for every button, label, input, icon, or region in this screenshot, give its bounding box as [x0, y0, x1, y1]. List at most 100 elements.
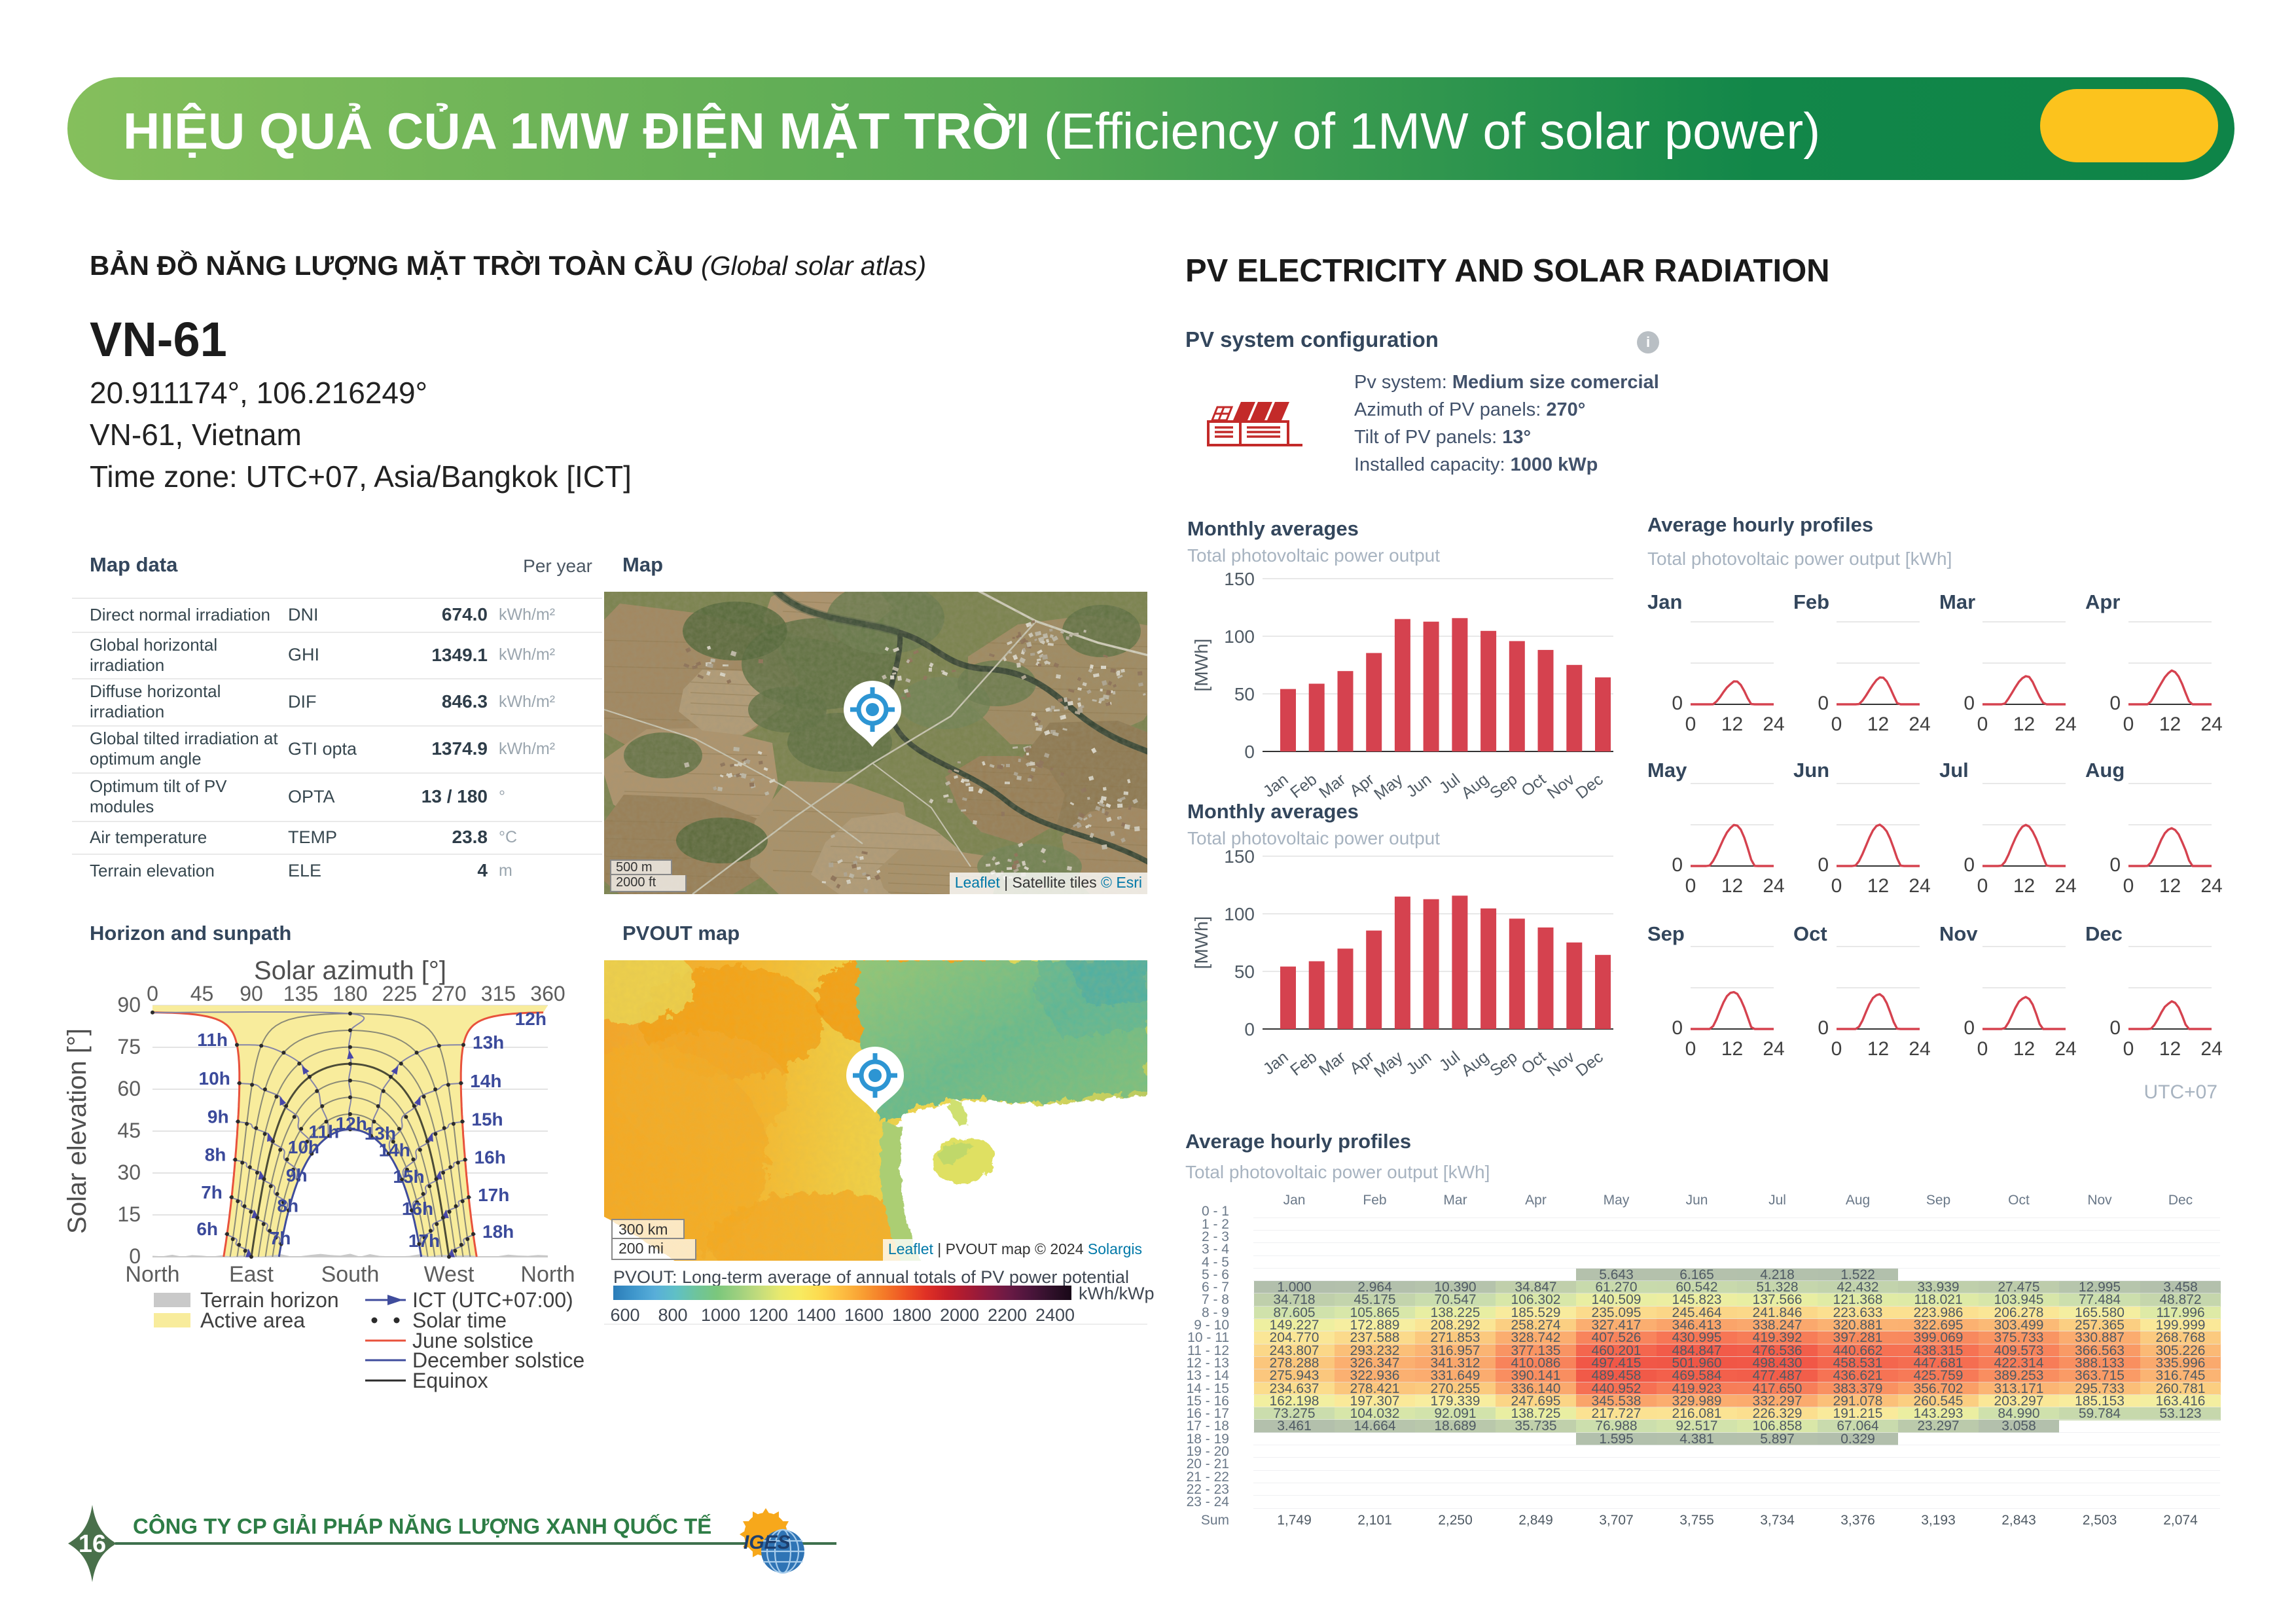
svg-text:0: 0 [1977, 1038, 1988, 1060]
svg-text:225: 225 [382, 982, 417, 1005]
svg-text:Jun: Jun [1403, 1048, 1435, 1079]
svg-text:90: 90 [240, 982, 263, 1005]
svg-text:24: 24 [2200, 713, 2222, 735]
svg-text:24: 24 [2054, 713, 2076, 735]
svg-text:0: 0 [1818, 854, 1829, 876]
svg-text:12: 12 [1721, 713, 1743, 735]
svg-text:0: 0 [1685, 713, 1696, 735]
svg-text:15h: 15h [393, 1166, 424, 1187]
svg-text:7h: 7h [201, 1182, 223, 1202]
svg-text:17h: 17h [408, 1231, 440, 1251]
svg-text:0: 0 [1818, 1017, 1829, 1039]
svg-text:14h: 14h [379, 1140, 410, 1160]
svg-text:0: 0 [1977, 713, 1988, 735]
svg-text:180: 180 [332, 982, 367, 1005]
svg-text:11h: 11h [308, 1122, 339, 1142]
svg-text:Solar azimuth [°]: Solar azimuth [°] [254, 956, 446, 985]
svg-text:12h: 12h [515, 1009, 547, 1029]
svg-text:0: 0 [1672, 1017, 1683, 1039]
svg-text:8h: 8h [205, 1145, 226, 1165]
svg-text:0: 0 [1831, 1038, 1842, 1060]
svg-text:IGES: IGES [744, 1532, 791, 1553]
svg-text:Jan: Jan [1260, 770, 1292, 801]
svg-text:Mar: Mar [1316, 770, 1349, 803]
svg-text:Equinox: Equinox [412, 1369, 488, 1392]
svg-text:0: 0 [1685, 1038, 1696, 1060]
svg-text:150: 150 [1224, 569, 1255, 589]
svg-text:100: 100 [1224, 904, 1255, 924]
svg-text:0: 0 [2109, 854, 2121, 876]
svg-text:Terrain horizon: Terrain horizon [200, 1288, 339, 1312]
svg-text:16: 16 [79, 1530, 106, 1558]
svg-text:Sep: Sep [1486, 1048, 1520, 1080]
svg-text:12: 12 [2013, 1038, 2035, 1060]
svg-text:10h: 10h [199, 1068, 230, 1089]
svg-text:0: 0 [1685, 875, 1696, 897]
svg-text:0: 0 [2109, 693, 2121, 714]
svg-text:0: 0 [1831, 875, 1842, 897]
svg-text:24: 24 [1909, 1038, 1930, 1060]
svg-text:8h: 8h [277, 1196, 298, 1216]
svg-text:12: 12 [1721, 875, 1743, 897]
svg-text:16h: 16h [402, 1199, 433, 1219]
svg-text:12: 12 [1867, 875, 1889, 897]
svg-text:13h: 13h [365, 1123, 396, 1144]
svg-text:30: 30 [117, 1161, 141, 1184]
svg-text:Active area: Active area [200, 1308, 305, 1332]
svg-text:0: 0 [2123, 875, 2134, 897]
svg-text:West: West [424, 1262, 475, 1287]
svg-text:50: 50 [1234, 684, 1255, 704]
svg-text:Nov: Nov [1544, 770, 1579, 803]
svg-text:24: 24 [2054, 1038, 2076, 1060]
svg-text:24: 24 [1763, 875, 1784, 897]
svg-text:100: 100 [1224, 626, 1255, 647]
svg-text:11h: 11h [197, 1030, 228, 1050]
svg-text:Nov: Nov [1544, 1047, 1579, 1080]
svg-text:60: 60 [117, 1077, 141, 1100]
svg-text:7h: 7h [270, 1228, 291, 1248]
svg-text:[MWh]: [MWh] [1191, 916, 1211, 969]
svg-text:0: 0 [129, 1244, 141, 1268]
svg-text:Jan: Jan [1260, 1048, 1292, 1079]
svg-text:24: 24 [1909, 713, 1930, 735]
svg-text:Aug: Aug [1458, 1048, 1492, 1080]
svg-text:May: May [1371, 1047, 1407, 1081]
svg-text:24: 24 [2200, 875, 2222, 897]
svg-text:0: 0 [2109, 1017, 2121, 1039]
svg-text:45: 45 [117, 1119, 141, 1142]
svg-text:12: 12 [1867, 713, 1889, 735]
svg-text:16h: 16h [475, 1147, 506, 1168]
svg-text:9h: 9h [286, 1165, 308, 1185]
svg-text:50: 50 [1234, 962, 1255, 982]
svg-text:12: 12 [1867, 1038, 1889, 1060]
svg-text:12h: 12h [336, 1113, 367, 1134]
svg-text:17h: 17h [478, 1185, 509, 1205]
svg-text:0: 0 [1672, 693, 1683, 714]
svg-text:Oct: Oct [1518, 1048, 1549, 1078]
svg-text:December solstice: December solstice [412, 1348, 584, 1372]
svg-text:9h: 9h [207, 1106, 229, 1127]
svg-text:135: 135 [283, 982, 318, 1005]
svg-text:15h: 15h [471, 1109, 503, 1129]
svg-text:6h: 6h [196, 1219, 218, 1239]
svg-text:Sep: Sep [1486, 770, 1520, 803]
svg-text:Solar elevation [°]: Solar elevation [°] [63, 1028, 92, 1234]
svg-text:15: 15 [117, 1202, 141, 1226]
svg-text:0: 0 [1964, 854, 1975, 876]
svg-text:Apr: Apr [1346, 770, 1378, 801]
svg-text:360: 360 [530, 982, 565, 1005]
svg-text:Aug: Aug [1458, 770, 1492, 803]
svg-text:Jun: Jun [1403, 770, 1435, 801]
svg-text:Dec: Dec [1572, 1048, 1606, 1080]
svg-text:0: 0 [1831, 713, 1842, 735]
svg-text:12: 12 [2159, 713, 2181, 735]
svg-text:270: 270 [431, 982, 466, 1005]
svg-text:14h: 14h [470, 1071, 501, 1091]
svg-text:24: 24 [2054, 875, 2076, 897]
svg-text:315: 315 [481, 982, 516, 1005]
svg-text:June solstice: June solstice [412, 1329, 533, 1352]
svg-text:13h: 13h [473, 1032, 504, 1053]
svg-text:24: 24 [2200, 1038, 2222, 1060]
svg-text:Apr: Apr [1346, 1048, 1378, 1078]
svg-text:12: 12 [2013, 713, 2035, 735]
